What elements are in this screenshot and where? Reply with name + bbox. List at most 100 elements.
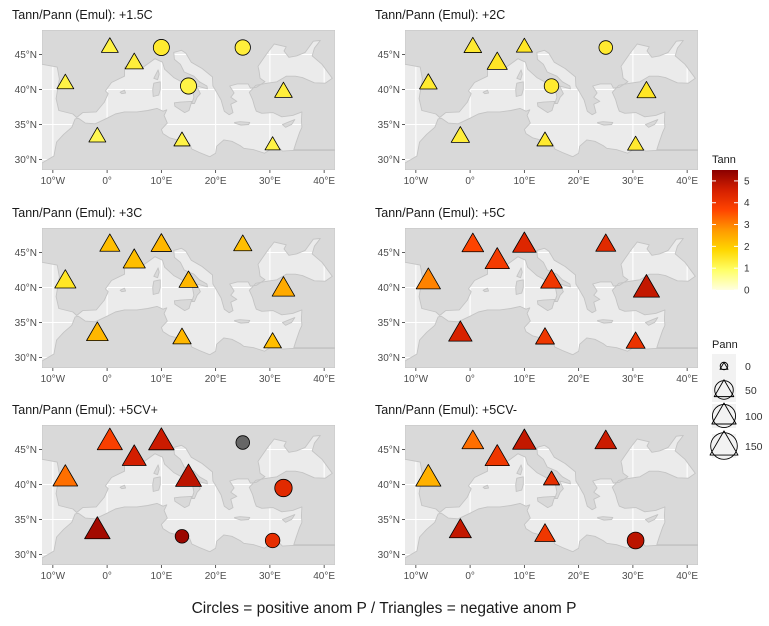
facet-panel: Tann/Pann (Emul): +3C 10°W 0° 10°E 20°E 30°E 4… — [12, 206, 335, 385]
x-tick-label: 10°W — [41, 374, 66, 385]
triangle-marker — [415, 464, 442, 487]
facet-title: Tann/Pann (Emul): +5CV- — [375, 403, 517, 417]
triangle-marker — [54, 269, 77, 289]
y-tick-label: 45°N — [378, 445, 400, 456]
size-legend-circle — [714, 380, 734, 400]
y-tick-label: 40°N — [378, 480, 400, 491]
circle-marker — [543, 78, 560, 94]
x-tick-label: 30°E — [259, 374, 281, 385]
x-tick-label: 40°E — [313, 176, 335, 187]
size-legend-label: 0 — [745, 361, 751, 373]
triangle-marker — [535, 327, 555, 345]
color-legend-label: 2 — [744, 242, 750, 253]
x-tick-label: 10°E — [513, 374, 535, 385]
y-tick-label: 45°N — [15, 248, 37, 259]
triangle-marker — [263, 332, 282, 349]
triangle-marker — [543, 470, 560, 486]
x-tick-label: 0° — [102, 176, 112, 187]
triangle-marker — [56, 73, 75, 90]
x-tick-label: 10°W — [404, 571, 429, 582]
size-legend-label: 150 — [745, 441, 763, 453]
circle-marker — [180, 77, 197, 95]
triangle-marker — [594, 429, 617, 450]
land-mass — [405, 425, 698, 565]
x-tick-label: 40°E — [313, 571, 335, 582]
facet-panel: Tann/Pann (Emul): +1.5C 10°W 0° 10°E 20°E 30°… — [12, 8, 335, 187]
x-tick-label: 10°E — [513, 571, 535, 582]
x-tick-label: 30°E — [622, 176, 644, 187]
legend-area: Tann 0 1 2 3 4 5 Pann 0 50 100 150 — [709, 154, 763, 460]
triangle-marker — [632, 274, 660, 298]
x-tick-label: 0° — [102, 571, 112, 582]
y-tick-label: 45°N — [15, 50, 37, 61]
y-tick-label: 30°N — [15, 550, 37, 561]
size-legend-key — [712, 354, 736, 378]
x-tick-label: 20°E — [205, 374, 227, 385]
triangle-marker — [536, 131, 554, 147]
figure-caption: Circles = positive anom P / Triangles = … — [192, 600, 577, 617]
circle-marker — [235, 435, 250, 450]
y-tick-label: 35°N — [15, 318, 37, 329]
triangle-marker — [148, 427, 175, 451]
triangle-marker — [84, 516, 111, 540]
y-tick-label: 35°N — [378, 120, 400, 131]
circle-marker — [264, 532, 281, 549]
facet-panel: Tann/Pann (Emul): +2C 10°W 0° 10°E 20°E 30°E 4… — [375, 8, 698, 187]
x-tick-label: 20°E — [568, 374, 590, 385]
data-points — [56, 37, 293, 151]
size-legend-circle — [711, 403, 737, 429]
size-legend-label: 50 — [745, 385, 757, 397]
y-tick-label: 35°N — [15, 120, 37, 131]
y-tick-label: 40°N — [378, 283, 400, 294]
x-tick-label: 30°E — [259, 176, 281, 187]
land-mass — [405, 228, 698, 368]
x-tick-label: 0° — [102, 374, 112, 385]
x-tick-label: 40°E — [676, 176, 698, 187]
land-mass — [42, 425, 335, 565]
triangle-marker — [450, 126, 470, 143]
triangle-marker — [121, 444, 147, 466]
x-tick-label: 10°W — [404, 176, 429, 187]
size-legend-title: Pann — [712, 339, 738, 351]
y-tick-label: 40°N — [15, 283, 37, 294]
color-legend-label: 1 — [744, 264, 750, 275]
x-tick-label: 30°E — [622, 374, 644, 385]
triangle-marker — [484, 247, 510, 269]
size-legend-triangle — [713, 379, 735, 398]
triangle-marker — [636, 81, 657, 99]
size-legend-key — [712, 434, 736, 458]
size-legend-label: 100 — [745, 411, 763, 423]
triangle-marker — [540, 269, 563, 289]
x-tick-label: 10°E — [150, 374, 172, 385]
y-tick-label: 45°N — [15, 445, 37, 456]
triangle-marker — [124, 52, 144, 70]
triangle-marker — [512, 231, 537, 253]
y-tick-label: 30°N — [378, 353, 400, 364]
data-points — [52, 427, 293, 549]
triangle-marker — [463, 36, 483, 53]
size-legend-triangle — [709, 430, 739, 456]
circle-marker — [152, 39, 170, 56]
facet-title: Tann/Pann (Emul): +5CV+ — [12, 403, 158, 417]
x-tick-label: 10°W — [41, 176, 66, 187]
x-tick-label: 0° — [465, 374, 475, 385]
data-points — [419, 36, 657, 151]
facet-panel: Tann/Pann (Emul): +5CV- 10°W 0° 10°E 20°E 30°… — [375, 403, 698, 582]
triangle-marker — [484, 444, 510, 466]
triangle-marker — [415, 267, 441, 290]
circle-marker — [626, 531, 645, 550]
triangle-marker — [99, 233, 121, 252]
y-tick-label: 45°N — [378, 50, 400, 61]
triangle-marker — [172, 327, 192, 345]
color-legend-label: 5 — [744, 176, 750, 187]
x-tick-label: 20°E — [568, 571, 590, 582]
x-tick-label: 40°E — [676, 374, 698, 385]
facet-title: Tann/Pann (Emul): +5C — [375, 206, 505, 220]
triangle-marker — [515, 37, 533, 53]
triangle-marker — [100, 37, 119, 53]
triangle-marker — [175, 463, 202, 487]
x-tick-label: 30°E — [622, 571, 644, 582]
triangle-marker — [461, 429, 485, 450]
facet-title: Tann/Pann (Emul): +2C — [375, 8, 505, 22]
